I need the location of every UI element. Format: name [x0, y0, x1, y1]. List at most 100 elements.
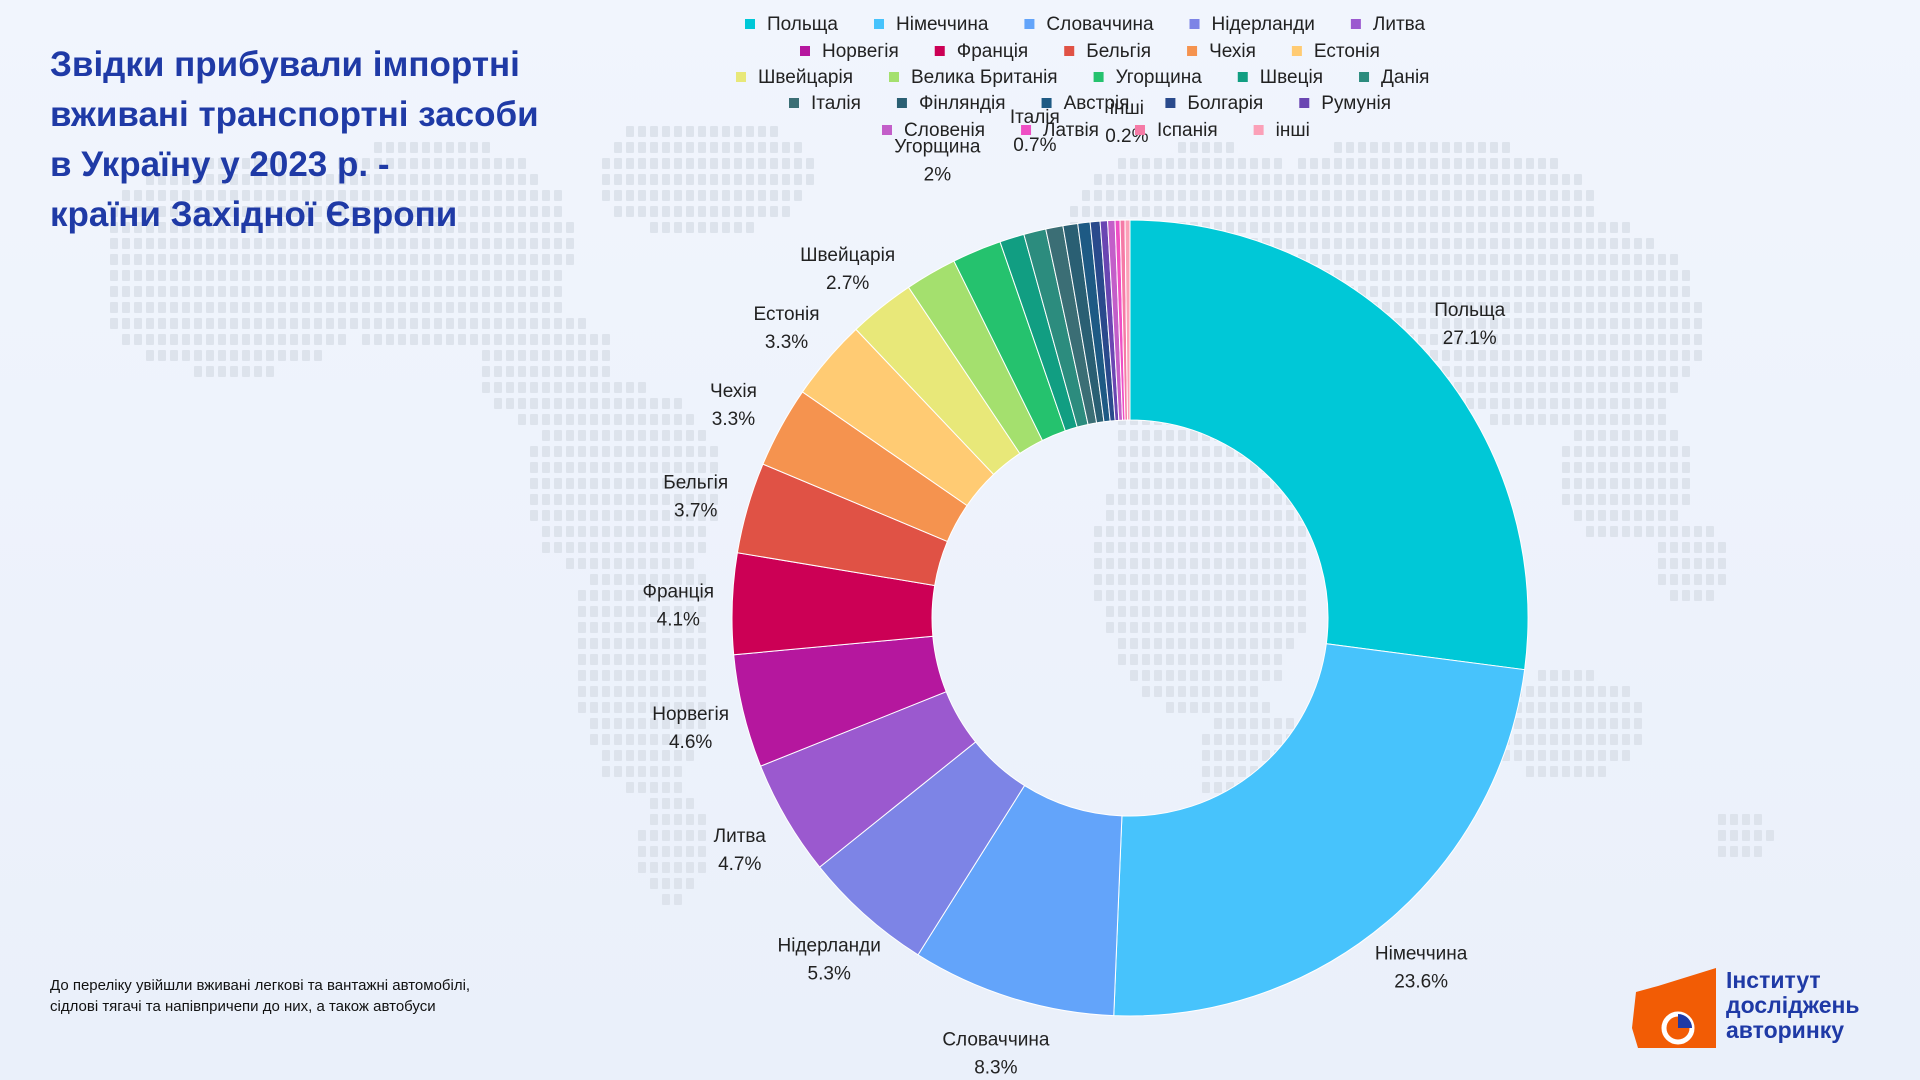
legend-item: Угорщина — [1093, 67, 1203, 88]
slice-label: Нідерланди — [778, 935, 881, 956]
slice-label: Бельгія — [663, 473, 728, 494]
legend-item: Чехія — [1187, 41, 1256, 62]
legend-swatch — [874, 19, 884, 29]
slice-percent-label: 3.3% — [765, 332, 808, 353]
slice-percent-label: 2% — [924, 165, 952, 186]
legend-swatch — [1189, 19, 1200, 29]
legend-label: Польща — [767, 14, 838, 35]
legend-swatch — [1299, 98, 1310, 108]
legend-label: Чехія — [1209, 41, 1256, 62]
logo-line: Інститут — [1726, 967, 1821, 993]
legend: Польща Німеччина Словаччина Нідерланди Литва… — [736, 14, 1429, 141]
legend-swatch — [1350, 19, 1361, 29]
title-line: вживані транспортні засоби — [50, 95, 539, 134]
legend-label: Болгарія — [1187, 93, 1263, 114]
legend-swatch — [934, 46, 945, 56]
legend-label: Норвегія — [822, 41, 899, 62]
slice-label: Норвегія — [652, 704, 729, 725]
slice-label: інші — [1110, 98, 1144, 119]
legend-swatch — [1041, 98, 1052, 108]
slice-percent-label: 27.1% — [1443, 328, 1497, 349]
legend-item: інші — [1253, 120, 1310, 141]
legend-label: Данія — [1381, 67, 1429, 88]
slice-percent-label: 3.3% — [712, 409, 755, 430]
legend-item: Австрія — [1041, 93, 1130, 114]
legend-swatch — [800, 46, 810, 56]
slice-label: Швейцарія — [800, 245, 895, 266]
logo: Інститут досліджень авторинку — [1628, 968, 1898, 1048]
slice-label: Естонія — [754, 304, 820, 325]
legend-item: Іспанія — [1134, 120, 1218, 141]
legend-item: Бельгія — [1064, 41, 1151, 62]
footnote-line: сідлові тягачі та напівпричепи до них, а… — [50, 998, 436, 1015]
slice-percent-label: 0.7% — [1013, 135, 1056, 156]
legend-label: Франція — [957, 41, 1028, 62]
legend-label: інші — [1276, 120, 1310, 141]
legend-label: Фінляндія — [919, 93, 1006, 114]
footnote-line: До переліку увійшли вживані легкові та в… — [50, 977, 471, 994]
legend-item: Литва — [1350, 14, 1426, 35]
slice-percent-label: 4.7% — [718, 854, 761, 875]
slice-label: Польща — [1434, 300, 1505, 321]
legend-item: Словенія — [882, 120, 985, 141]
legend-label: Бельгія — [1086, 41, 1151, 62]
legend-item: Норвегія — [800, 41, 899, 62]
title-line: країни Західної Європи — [50, 195, 458, 234]
legend-label: Австрія — [1064, 93, 1130, 114]
legend-item: Данія — [1359, 67, 1429, 88]
legend-item: Фінляндія — [896, 93, 1006, 114]
page-title: Звідки прибували імпортні вживані трансп… — [50, 40, 570, 240]
logo-text: Інститут досліджень авторинку — [1726, 968, 1860, 1043]
legend-swatch — [1187, 46, 1198, 56]
legend-label: Естонія — [1314, 41, 1380, 62]
legend-swatch — [745, 19, 755, 29]
footnote: До переліку увійшли вживані легкові та в… — [50, 975, 570, 1017]
legend-label: Іспанія — [1157, 120, 1218, 141]
legend-label: Латвія — [1043, 120, 1099, 141]
logo-line: авторинку — [1726, 1017, 1845, 1043]
donut-slice — [1113, 643, 1526, 1017]
legend-swatch — [1253, 125, 1264, 135]
legend-label: Швейцарія — [758, 67, 853, 88]
legend-label: Угорщина — [1116, 67, 1203, 88]
slice-label: Словаччина — [942, 1030, 1050, 1051]
slice-label: Угорщина — [894, 137, 981, 158]
slice-label: Франція — [643, 582, 714, 603]
legend-swatch — [1021, 125, 1032, 135]
legend-label: Італія — [811, 93, 861, 114]
legend-swatch — [1291, 46, 1302, 56]
legend-swatch — [1093, 72, 1104, 82]
slice-label: Литва — [714, 826, 767, 847]
legend-swatch — [1237, 72, 1248, 82]
legend-swatch — [1134, 125, 1145, 135]
slice-percent-label: 3.7% — [674, 501, 717, 522]
legend-label: Нідерланди — [1212, 14, 1315, 35]
slice-percent-label: 23.6% — [1394, 972, 1448, 993]
legend-item: Естонія — [1291, 41, 1380, 62]
legend-item: Франція — [934, 41, 1028, 62]
legend-label: Німеччина — [896, 14, 989, 35]
legend-item: Швеція — [1237, 67, 1323, 88]
legend-item: Польща — [745, 14, 838, 35]
legend-swatch — [889, 72, 899, 82]
legend-item: Латвія — [1021, 120, 1099, 141]
title-line: в Україну у 2023 р. - — [50, 145, 390, 184]
legend-item: Словаччина — [1024, 14, 1154, 35]
legend-item: Румунія — [1299, 93, 1391, 114]
legend-item: Німеччина — [874, 14, 989, 35]
legend-swatch — [736, 72, 746, 82]
legend-swatch — [896, 98, 907, 108]
slice-label: Чехія — [710, 381, 757, 402]
slice-label: Італія — [1010, 107, 1060, 128]
logo-mark-icon — [1632, 968, 1716, 1048]
legend-swatch — [789, 98, 799, 108]
legend-item: Нідерланди — [1189, 14, 1315, 35]
legend-swatch — [1064, 46, 1075, 56]
donut-slice — [1124, 219, 1131, 421]
legend-swatch — [1165, 98, 1176, 108]
legend-label: Швеція — [1260, 67, 1323, 88]
legend-item: Болгарія — [1165, 93, 1263, 114]
legend-label: Словаччина — [1046, 14, 1154, 35]
